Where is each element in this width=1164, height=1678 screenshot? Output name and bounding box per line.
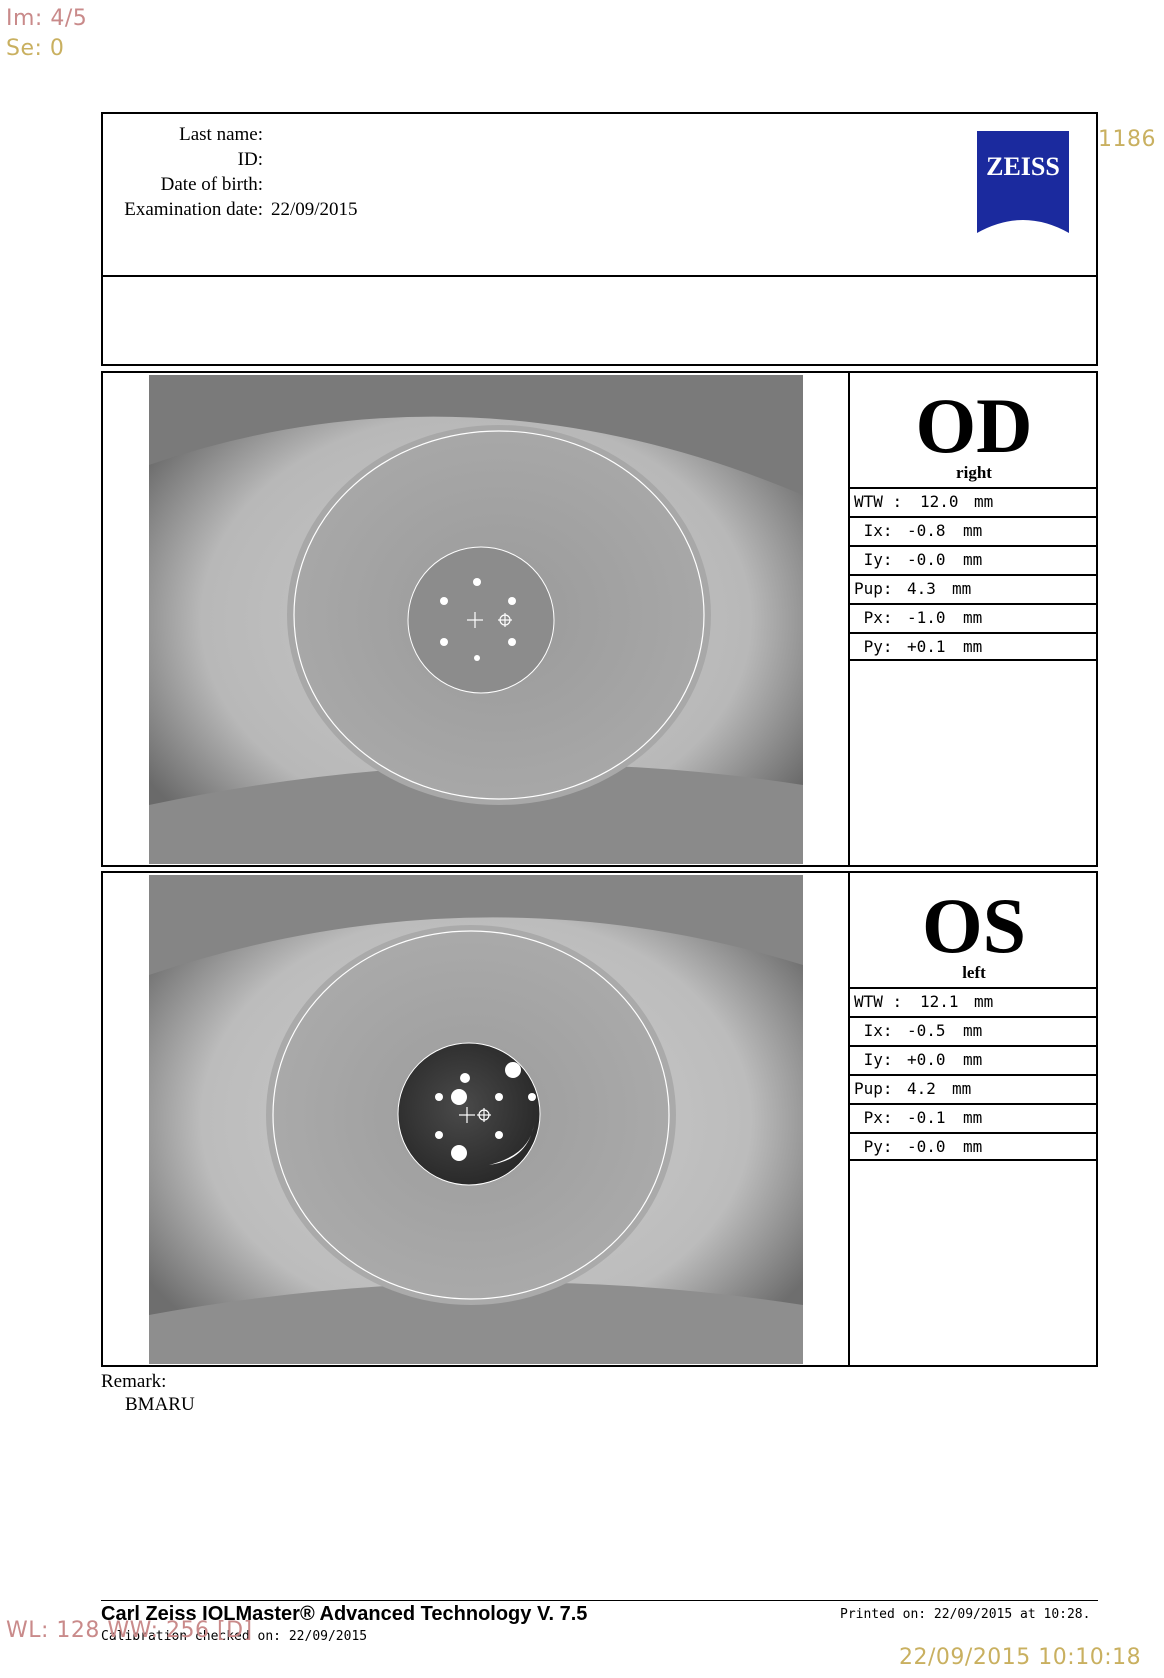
measurement-panel-od: OD right WTW : 12.0 mm Ix: -0.8 mm Iy: -… — [848, 373, 1098, 865]
measurement-row: Px: -1.0 mm — [850, 603, 1098, 632]
measurement-row: Pup: 4.3 mm — [850, 574, 1098, 603]
eye-section-os: OS left WTW : 12.1 mm Ix: -0.5 mm Iy: +0… — [101, 871, 1098, 1367]
calibration-checked: Calibration checked on: 22/09/2015 — [101, 1629, 368, 1644]
measurement-row: Iy: -0.0 mm — [850, 545, 1098, 574]
exam-date-label: Examination date: — [124, 199, 263, 220]
eye-section-od: OD right WTW : 12.0 mm Ix: -0.8 mm Iy: -… — [101, 371, 1098, 867]
measurement-row: Ix: -0.5 mm — [850, 1016, 1098, 1045]
eye-side-os: left — [962, 963, 986, 982]
eye-image-os — [149, 875, 803, 1364]
measurement-row: WTW : 12.0 mm — [850, 487, 1098, 516]
measurement-row: Py: +0.1 mm — [850, 632, 1098, 661]
footer-divider — [101, 1600, 1098, 1601]
last-name-label: Last name: — [179, 124, 263, 145]
footer-title: Carl Zeiss IOLMaster® Advanced Technolog… — [101, 1603, 588, 1625]
measurement-row: Iy: +0.0 mm — [850, 1045, 1098, 1074]
datetime-overlay: 22/09/2015 10:10:18 — [899, 1645, 1142, 1670]
notes-box — [101, 275, 1098, 366]
measurement-row: Pup: 4.2 mm — [850, 1074, 1098, 1103]
remark-text: BMARU — [125, 1394, 195, 1415]
image-index-overlay: Im: 4/5 — [6, 6, 88, 31]
measurement-row: WTW : 12.1 mm — [850, 987, 1098, 1016]
id-label: ID: — [237, 149, 263, 170]
window-level-overlay: WL: 128 WW: 256 [D] — [6, 1618, 253, 1643]
exam-date-value: 22/09/2015 — [271, 199, 358, 220]
measurement-row: Ix: -0.8 mm — [850, 516, 1098, 545]
patient-header: Last name: ID: Date of birth: Examinatio… — [101, 112, 1098, 277]
remark-label: Remark: — [101, 1371, 167, 1392]
printed-on: Printed on: 22/09/2015 at 10:28. — [840, 1607, 1091, 1622]
series-overlay: Se: 0 — [6, 36, 65, 61]
eye-side-od: right — [956, 463, 992, 482]
svg-text:ZEISS: ZEISS — [986, 152, 1060, 181]
eye-code-od: OD — [915, 382, 1033, 469]
eye-image-od — [149, 375, 803, 864]
eye-code-os: OS — [921, 882, 1027, 969]
number-overlay: 1186 — [1098, 127, 1156, 152]
measurement-row: Py: -0.0 mm — [850, 1132, 1098, 1161]
zeiss-logo: ZEISS — [977, 131, 1069, 233]
measurement-row: Px: -0.1 mm — [850, 1103, 1098, 1132]
measurement-panel-os: OS left WTW : 12.1 mm Ix: -0.5 mm Iy: +0… — [848, 873, 1098, 1365]
dob-label: Date of birth: — [160, 174, 263, 195]
